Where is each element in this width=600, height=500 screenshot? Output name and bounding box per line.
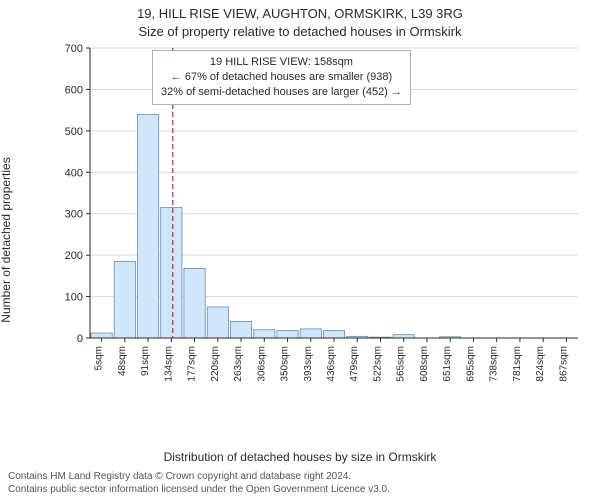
svg-text:500: 500 bbox=[65, 126, 83, 138]
svg-text:738sqm: 738sqm bbox=[489, 346, 500, 382]
histogram-bar bbox=[254, 330, 275, 338]
footer-attribution: Contains HM Land Registry data © Crown c… bbox=[8, 471, 390, 496]
svg-text:5sqm: 5sqm bbox=[94, 346, 105, 370]
callout-line3: 32% of semi-detached houses are larger (… bbox=[161, 85, 402, 100]
svg-text:400: 400 bbox=[65, 167, 83, 179]
svg-text:824sqm: 824sqm bbox=[535, 346, 546, 382]
svg-text:700: 700 bbox=[65, 44, 83, 55]
x-axis-label: Distribution of detached houses by size … bbox=[0, 450, 600, 464]
svg-text:436sqm: 436sqm bbox=[326, 346, 337, 382]
histogram-bar bbox=[137, 114, 158, 338]
svg-text:263sqm: 263sqm bbox=[233, 346, 244, 382]
svg-text:608sqm: 608sqm bbox=[419, 346, 430, 382]
svg-text:393sqm: 393sqm bbox=[303, 346, 314, 382]
callout-line1: 19 HILL RISE VIEW: 158sqm bbox=[161, 55, 402, 70]
histogram-bar bbox=[161, 208, 182, 339]
svg-text:479sqm: 479sqm bbox=[349, 346, 360, 382]
svg-text:565sqm: 565sqm bbox=[396, 346, 407, 382]
chart-container: 19, HILL RISE VIEW, AUGHTON, ORMSKIRK, L… bbox=[0, 0, 600, 500]
svg-text:300: 300 bbox=[65, 209, 83, 221]
svg-text:867sqm: 867sqm bbox=[558, 346, 569, 382]
footer-line1: Contains HM Land Registry data © Crown c… bbox=[8, 471, 390, 484]
svg-text:134sqm: 134sqm bbox=[163, 346, 174, 382]
histogram-bar bbox=[184, 268, 205, 338]
histogram-bar bbox=[91, 333, 112, 338]
histogram-bar bbox=[277, 331, 298, 338]
footer-line2: Contains public sector information licen… bbox=[8, 484, 390, 497]
svg-text:177sqm: 177sqm bbox=[187, 346, 198, 382]
svg-text:350sqm: 350sqm bbox=[280, 346, 291, 382]
svg-text:48sqm: 48sqm bbox=[117, 346, 128, 376]
svg-text:695sqm: 695sqm bbox=[465, 346, 476, 382]
chart-title-line2: Size of property relative to detached ho… bbox=[0, 24, 600, 39]
histogram-bar bbox=[300, 329, 321, 338]
svg-text:0: 0 bbox=[77, 333, 83, 345]
svg-text:781sqm: 781sqm bbox=[512, 346, 523, 382]
svg-text:651sqm: 651sqm bbox=[442, 346, 453, 382]
histogram-bar bbox=[114, 261, 135, 338]
svg-text:600: 600 bbox=[65, 84, 83, 96]
callout-line2: ← 67% of detached houses are smaller (93… bbox=[161, 70, 402, 85]
histogram-bar bbox=[230, 321, 251, 338]
svg-text:200: 200 bbox=[65, 250, 83, 262]
chart-title-line1: 19, HILL RISE VIEW, AUGHTON, ORMSKIRK, L… bbox=[0, 6, 600, 21]
histogram-bar bbox=[207, 307, 228, 338]
svg-text:100: 100 bbox=[65, 292, 83, 304]
svg-text:306sqm: 306sqm bbox=[256, 346, 267, 382]
svg-text:522sqm: 522sqm bbox=[372, 346, 383, 382]
histogram-bar bbox=[323, 331, 344, 338]
svg-text:220sqm: 220sqm bbox=[210, 346, 221, 382]
callout-box: 19 HILL RISE VIEW: 158sqm ← 67% of detac… bbox=[152, 50, 411, 105]
svg-text:91sqm: 91sqm bbox=[140, 346, 151, 376]
y-axis-label: Number of detached properties bbox=[0, 75, 13, 240]
